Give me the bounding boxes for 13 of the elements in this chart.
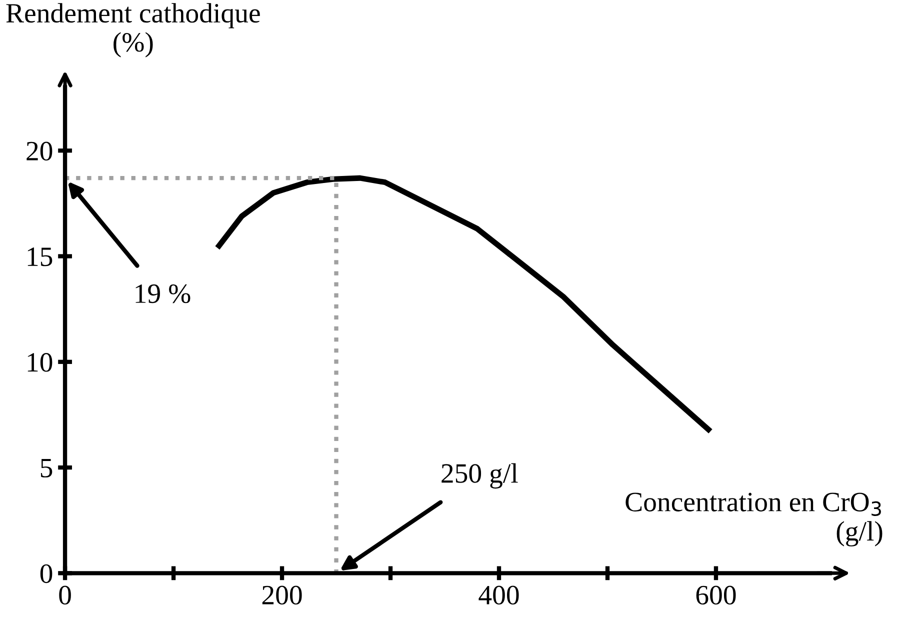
y-tick-label: 15 xyxy=(28,248,52,266)
x-axis-title: Concentration en CrO$_{3}$ (g/l) xyxy=(626,492,882,546)
y-tick-label: 5 xyxy=(40,458,52,478)
y-tick-label: 20 xyxy=(26,142,52,161)
annotation: 19 % xyxy=(136,284,190,304)
x-tick-label: 400 xyxy=(478,586,519,605)
y-tick-label: 0 xyxy=(40,564,52,584)
y-axis-title: Rendement cathodique (%) xyxy=(6,3,260,58)
x-tick-label: 600 xyxy=(696,586,736,605)
y-tick-label: 10 xyxy=(28,353,52,372)
x-tick-label: 200 xyxy=(262,586,302,605)
x-tick-label: 0 xyxy=(59,586,71,605)
annotation: 250 g/l xyxy=(442,463,518,489)
